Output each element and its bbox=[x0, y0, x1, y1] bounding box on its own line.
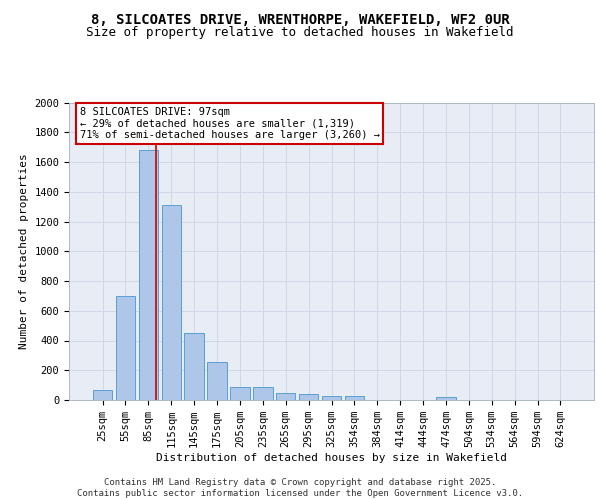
Text: Contains HM Land Registry data © Crown copyright and database right 2025.
Contai: Contains HM Land Registry data © Crown c… bbox=[77, 478, 523, 498]
Bar bbox=[93, 390, 112, 400]
Bar bbox=[161, 205, 181, 400]
Bar bbox=[139, 150, 158, 400]
Bar bbox=[253, 386, 272, 400]
Y-axis label: Number of detached properties: Number of detached properties bbox=[19, 154, 29, 349]
Text: Size of property relative to detached houses in Wakefield: Size of property relative to detached ho… bbox=[86, 26, 514, 39]
Bar bbox=[344, 396, 364, 400]
Text: 8 SILCOATES DRIVE: 97sqm
← 29% of detached houses are smaller (1,319)
71% of sem: 8 SILCOATES DRIVE: 97sqm ← 29% of detach… bbox=[79, 107, 380, 140]
Bar bbox=[208, 362, 227, 400]
Bar bbox=[322, 396, 341, 400]
Bar bbox=[230, 386, 250, 400]
Bar bbox=[436, 397, 455, 400]
Bar bbox=[184, 333, 204, 400]
Bar bbox=[116, 296, 135, 400]
Text: 8, SILCOATES DRIVE, WRENTHORPE, WAKEFIELD, WF2 0UR: 8, SILCOATES DRIVE, WRENTHORPE, WAKEFIEL… bbox=[91, 12, 509, 26]
X-axis label: Distribution of detached houses by size in Wakefield: Distribution of detached houses by size … bbox=[156, 453, 507, 463]
Bar bbox=[299, 394, 319, 400]
Bar bbox=[276, 392, 295, 400]
